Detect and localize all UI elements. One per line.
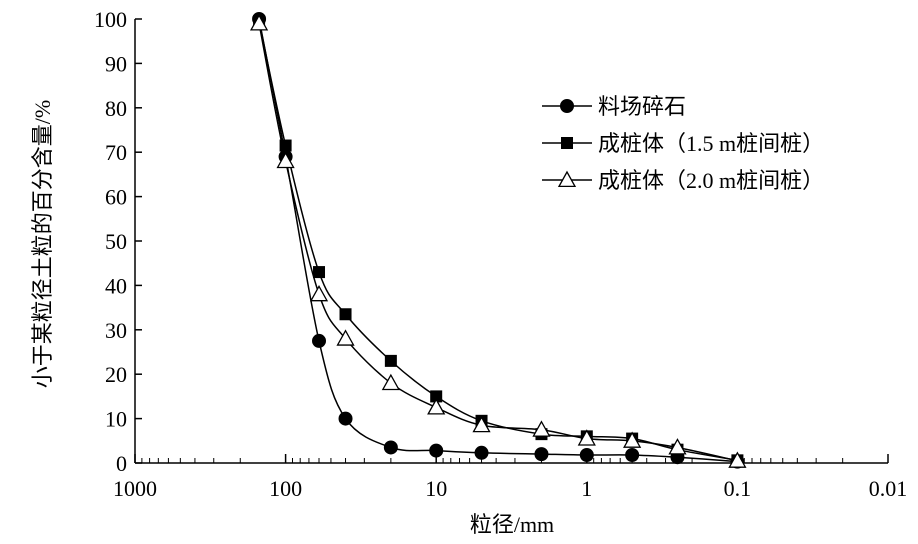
series-lines bbox=[258, 18, 738, 463]
series-line-1 bbox=[258, 18, 738, 463]
data-point-series-1 bbox=[383, 440, 398, 455]
data-point-series-1 bbox=[429, 443, 444, 458]
data-point-series-1 bbox=[312, 333, 327, 348]
data-point-series-2 bbox=[430, 390, 443, 403]
y-tick-label: 60 bbox=[105, 185, 127, 210]
series-markers bbox=[249, 12, 747, 469]
data-point-series-2 bbox=[339, 308, 352, 321]
legend-label-1: 料场碎石 bbox=[598, 94, 686, 119]
y-axis-title: 小于某粒径土粒的百分含量/% bbox=[30, 100, 55, 388]
y-tick-label: 10 bbox=[105, 407, 127, 432]
legend-marker-2 bbox=[561, 137, 573, 149]
x-tick-label: 100 bbox=[269, 476, 302, 501]
x-axis-title: 粒径/mm bbox=[470, 512, 554, 537]
data-point-series-3 bbox=[276, 151, 295, 169]
data-point-series-3 bbox=[472, 415, 491, 433]
axes bbox=[134, 19, 888, 464]
legend-marker-1 bbox=[560, 99, 574, 113]
y-tick-label: 40 bbox=[105, 273, 127, 298]
y-tick-label: 100 bbox=[94, 7, 127, 32]
y-tick-label: 50 bbox=[105, 229, 127, 254]
series-line-2 bbox=[258, 21, 738, 462]
data-point-series-3 bbox=[532, 420, 551, 437]
y-tick-label: 30 bbox=[105, 318, 127, 343]
x-tick-label: 0.1 bbox=[724, 476, 752, 501]
y-tick-label: 80 bbox=[105, 96, 127, 121]
x-tick-label: 1000 bbox=[113, 476, 157, 501]
legend-label-2: 成桩体（1.5 m桩间桩） bbox=[598, 131, 824, 156]
data-point-series-3 bbox=[381, 373, 400, 391]
data-point-series-1 bbox=[534, 447, 549, 462]
data-point-series-1 bbox=[338, 411, 353, 426]
data-point-series-3 bbox=[249, 14, 269, 31]
data-point-series-1 bbox=[625, 448, 640, 463]
data-point-series-3 bbox=[427, 398, 446, 415]
legend-marker-3 bbox=[557, 170, 577, 188]
ticks: 0 10 20 30 40 50 60 70 80 90 100 1000 100 10 1 0.1 0.01 bbox=[94, 7, 907, 501]
data-point-series-2 bbox=[279, 139, 292, 152]
y-tick-label: 70 bbox=[105, 140, 127, 165]
data-point-series-1 bbox=[579, 448, 594, 463]
series-line-3 bbox=[258, 23, 738, 462]
data-point-series-3 bbox=[336, 329, 355, 346]
data-point-series-3 bbox=[668, 438, 687, 455]
legend-label-3: 成桩体（2.0 m桩间桩） bbox=[598, 168, 824, 193]
data-point-series-2 bbox=[313, 266, 326, 279]
data-point-series-3 bbox=[577, 429, 596, 446]
y-tick-label: 90 bbox=[105, 51, 127, 76]
data-point-series-2 bbox=[384, 354, 397, 367]
y-tick-label: 0 bbox=[116, 451, 127, 476]
data-point-series-3 bbox=[309, 284, 329, 302]
y-tick-label: 20 bbox=[105, 362, 127, 387]
x-tick-label: 1 bbox=[581, 476, 592, 501]
x-tick-label: 10 bbox=[425, 476, 447, 501]
data-point-series-1 bbox=[474, 445, 489, 460]
data-point-series-3 bbox=[728, 451, 747, 468]
data-point-series-3 bbox=[623, 431, 642, 448]
x-tick-label: 0.01 bbox=[869, 476, 908, 501]
